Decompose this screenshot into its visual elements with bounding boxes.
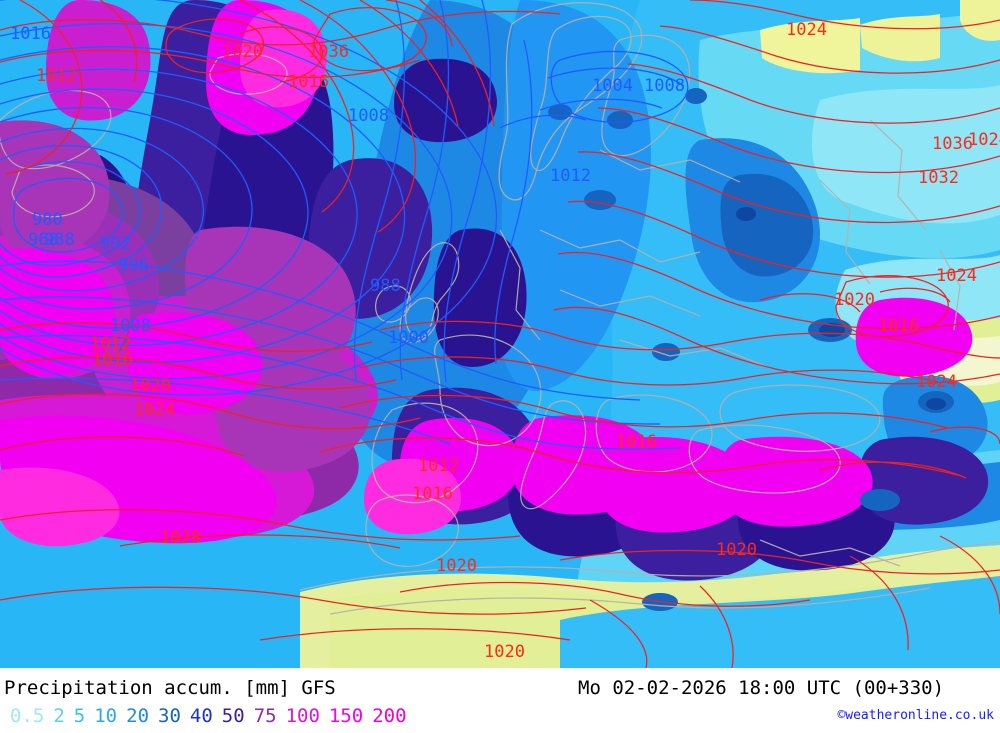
copyright-credit: ©weatheronline.co.uk: [837, 708, 994, 723]
isobar-label: 1000: [388, 328, 429, 348]
isobar-label: 1020: [130, 376, 171, 396]
isobar-label: 1036: [932, 134, 973, 154]
isobar-label: 1004: [592, 76, 633, 96]
isobar-label: 1016: [412, 484, 453, 504]
isobar-label: 1020: [436, 556, 477, 576]
valid-time-label: Mo 02-02-2026 18:00 UTC (00+330): [578, 677, 945, 699]
isobar-label: 988: [370, 276, 401, 296]
isobar-label: 1008: [644, 76, 685, 96]
isobar-label: 968: [28, 230, 59, 250]
isobar-label: 988: [44, 230, 75, 250]
scale-tick: 2: [53, 705, 65, 727]
chart-title: Precipitation accum. [mm] GFS: [4, 677, 336, 699]
precipitation-color-scale: 0.5 2 5 10 20 30 40 50 75 100 150 200: [10, 705, 416, 727]
isobar-label: 1024: [786, 20, 827, 40]
scale-tick: 200: [372, 705, 407, 727]
scale-tick: 10: [94, 705, 118, 727]
isobar-label: 1024: [916, 372, 957, 392]
isobar-label: 1008: [348, 106, 389, 126]
scale-tick: 100: [285, 705, 320, 727]
scale-tick: 150: [328, 705, 364, 727]
isobar-label: 1016: [878, 316, 919, 336]
isobar-label: 1012: [90, 334, 131, 354]
isobar-label: 1024: [134, 400, 175, 420]
isobar-label: 1020: [834, 290, 875, 310]
isobar-label: 1016: [10, 24, 51, 44]
isobar-label: 1036: [308, 42, 349, 62]
scale-tick: 20: [126, 705, 150, 727]
isobar-label: 1020: [484, 642, 525, 662]
isobar-label: 1012: [418, 456, 459, 476]
isobar-label: 1020: [716, 540, 757, 560]
isobar-label: 1028: [160, 528, 201, 548]
legend-footer: Precipitation accum. [mm] GFS Mo 02-02-2…: [0, 668, 1000, 733]
precipitation-map[interactable]: 1016 1012 968 980 988 992 996 1008 1012 …: [0, 0, 1000, 668]
isobar-label: 980: [32, 210, 63, 230]
isobar-label: 996: [118, 256, 149, 276]
scale-tick: 50: [221, 705, 245, 727]
scale-tick: 40: [189, 705, 213, 727]
isobar-label: 1008: [110, 316, 151, 336]
isobar-label: 1016: [288, 72, 329, 92]
isobar-label: 1020: [222, 42, 263, 62]
isobar-label: 1024: [968, 130, 1000, 150]
isobar-label: 1016: [92, 350, 133, 370]
map-raster: [0, 0, 1000, 668]
scale-tick: 5: [73, 705, 86, 727]
isobar-label: 1016: [616, 432, 657, 452]
scale-tick: 30: [158, 705, 181, 727]
isobar-label: 1012: [550, 166, 591, 186]
isobar-label: 992: [100, 234, 131, 254]
scale-tick: 0.5: [10, 705, 45, 727]
isobar-label: 1012: [36, 66, 77, 86]
scale-tick: 75: [253, 705, 277, 727]
isobar-label: 1032: [918, 168, 959, 188]
isobar-label: 1024: [936, 266, 977, 286]
